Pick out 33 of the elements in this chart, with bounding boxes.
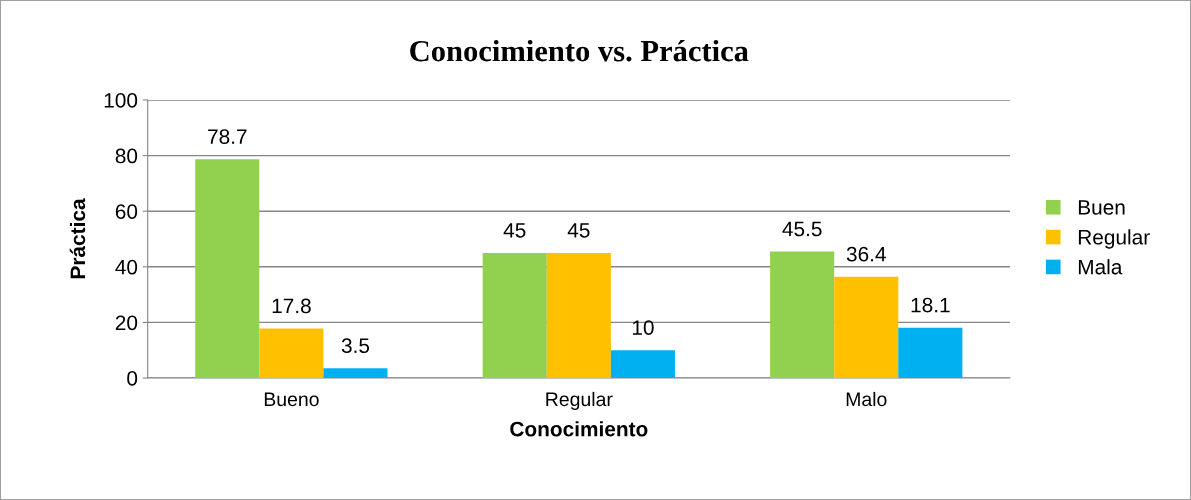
bar: [195, 159, 260, 378]
bar: [259, 328, 324, 378]
legend-label: Buen: [1078, 200, 1125, 215]
data-label: 78.7: [208, 129, 247, 144]
y-tick-label: 100: [104, 93, 138, 108]
y-tick-label: 80: [115, 148, 138, 164]
chart-title: Conocimiento vs. Práctica: [410, 39, 749, 62]
y-tick-label: 40: [115, 259, 138, 275]
x-axis-title: Conocimiento: [510, 421, 648, 437]
y-tick-label: 20: [115, 315, 138, 331]
bar: [610, 350, 675, 378]
bar: [323, 368, 388, 378]
data-label: 36.4: [846, 246, 886, 262]
bar: [834, 276, 899, 378]
y-tick-label: 0: [127, 371, 138, 386]
data-label: 3.5: [341, 338, 370, 354]
data-label: 17.8: [272, 298, 311, 314]
x-tick-label: Bueno: [264, 392, 319, 407]
data-label: 45: [503, 223, 526, 238]
legend-label: Regular: [1078, 229, 1150, 249]
bar: [898, 327, 963, 378]
bar: [546, 252, 611, 378]
data-label: 10: [632, 320, 654, 335]
bar: [482, 252, 547, 378]
y-tick-label: 60: [115, 204, 138, 219]
x-tick-label: Regular: [546, 391, 613, 411]
data-label: 45.5: [782, 221, 822, 237]
y-axis-title: Práctica: [69, 198, 86, 279]
legend-label: Mala: [1078, 259, 1123, 275]
data-label: 45: [567, 223, 590, 238]
x-tick-label: Malo: [846, 391, 887, 407]
data-label: 18.1: [911, 297, 950, 313]
bar: [770, 251, 835, 378]
